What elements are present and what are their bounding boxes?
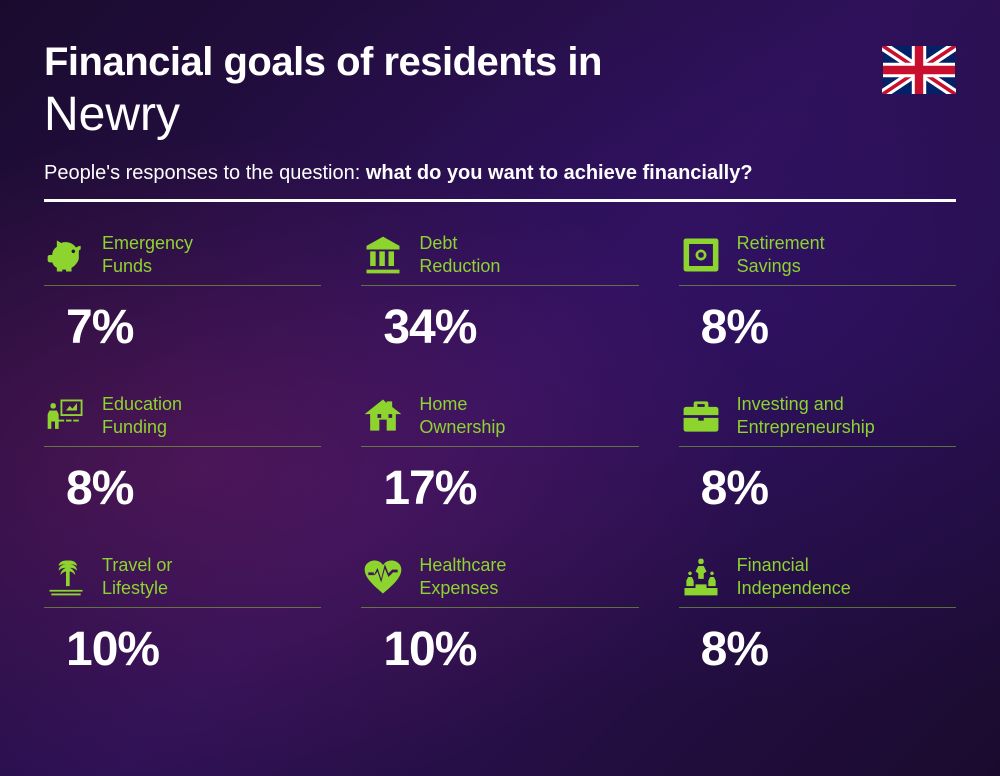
goal-item: HomeOwnership 17% <box>361 393 638 516</box>
goal-top: RetirementSavings <box>679 232 956 286</box>
goal-top: HomeOwnership <box>361 393 638 447</box>
goal-item: FinancialIndependence 8% <box>679 554 956 677</box>
goal-value: 8% <box>701 622 956 677</box>
goal-item: EducationFunding 8% <box>44 393 321 516</box>
header: Financial goals of residents in Newry Pe… <box>44 40 956 185</box>
presentation-icon <box>44 394 88 438</box>
goal-top: EducationFunding <box>44 393 321 447</box>
piggy-bank-icon <box>44 233 88 277</box>
goal-label: FinancialIndependence <box>737 554 851 599</box>
goal-item: EmergencyFunds 7% <box>44 232 321 355</box>
bank-icon <box>361 233 405 277</box>
goal-label: Travel orLifestyle <box>102 554 172 599</box>
goal-label: HomeOwnership <box>419 393 505 438</box>
podium-icon <box>679 555 723 599</box>
goal-top: Investing andEntrepreneurship <box>679 393 956 447</box>
goal-value: 8% <box>701 461 956 516</box>
goal-value: 7% <box>66 300 321 355</box>
subtitle-bold: what do you want to achieve financially? <box>366 162 753 184</box>
goal-item: RetirementSavings 8% <box>679 232 956 355</box>
goal-value: 8% <box>701 300 956 355</box>
goal-item: DebtReduction 34% <box>361 232 638 355</box>
goal-top: HealthcareExpenses <box>361 554 638 608</box>
goal-top: FinancialIndependence <box>679 554 956 608</box>
heart-pulse-icon <box>361 555 405 599</box>
goal-item: Investing andEntrepreneurship 8% <box>679 393 956 516</box>
goal-value: 8% <box>66 461 321 516</box>
goal-label: EmergencyFunds <box>102 232 193 277</box>
safe-icon <box>679 233 723 277</box>
goal-item: HealthcareExpenses 10% <box>361 554 638 677</box>
palm-icon <box>44 555 88 599</box>
goal-label: EducationFunding <box>102 393 182 438</box>
title-city: Newry <box>44 87 956 142</box>
goal-item: Travel orLifestyle 10% <box>44 554 321 677</box>
goal-top: DebtReduction <box>361 232 638 286</box>
goal-label: DebtReduction <box>419 232 500 277</box>
goal-value: 34% <box>383 300 638 355</box>
uk-flag-icon <box>882 46 956 94</box>
subtitle: People's responses to the question: what… <box>44 162 956 185</box>
subtitle-lead: People's responses to the question: <box>44 162 366 184</box>
briefcase-icon <box>679 394 723 438</box>
goal-value: 17% <box>383 461 638 516</box>
goal-value: 10% <box>66 622 321 677</box>
goal-top: Travel orLifestyle <box>44 554 321 608</box>
house-icon <box>361 394 405 438</box>
goal-top: EmergencyFunds <box>44 232 321 286</box>
goal-value: 10% <box>383 622 638 677</box>
goal-label: RetirementSavings <box>737 232 825 277</box>
goal-label: HealthcareExpenses <box>419 554 506 599</box>
divider <box>44 199 956 202</box>
goals-grid: EmergencyFunds 7% DebtReduction 34% Reti… <box>44 232 956 677</box>
goal-label: Investing andEntrepreneurship <box>737 393 875 438</box>
title-prefix: Financial goals of residents in <box>44 40 956 85</box>
